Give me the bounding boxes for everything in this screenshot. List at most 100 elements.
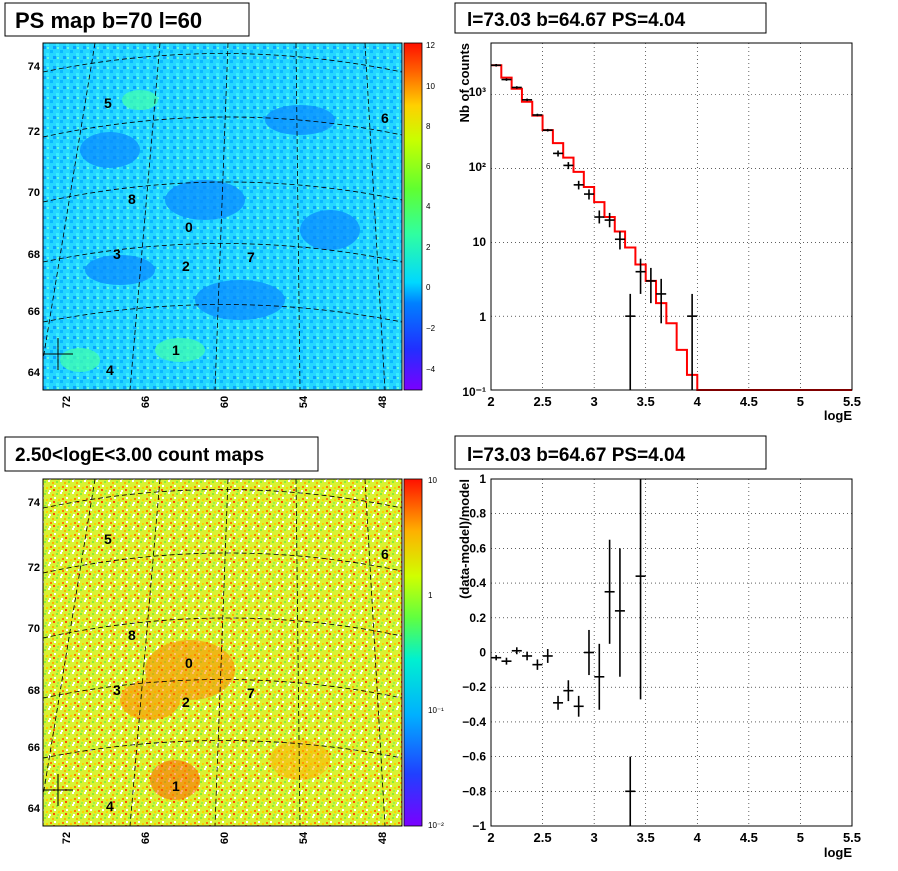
- spectrum-data-point: [583, 189, 594, 200]
- spectrum-grid: [490, 43, 853, 391]
- residual-xlabel: logE: [824, 845, 852, 860]
- spectrum-y-tick: 10²: [469, 160, 486, 174]
- residual-y-tick: −1: [472, 819, 486, 833]
- residual-y-tick: 0: [479, 646, 486, 660]
- ps-colorbar-tick: 4: [426, 202, 431, 211]
- ps-map-frame: [42, 42, 403, 391]
- spectrum-panel: l=73.03 b=64.67 PS=4.04 2 2.5 3 3.5 4 4.5 5 5.5…: [454, 2, 861, 423]
- residual-data-point: [511, 647, 522, 655]
- ps-source-label-2: 2: [182, 258, 190, 274]
- ps-map-panel: 0 1 2 3 4 5 6 7 8 74 72 70 68 66 64 72 6…: [4, 2, 436, 408]
- ps-x-tick-54: 54: [298, 395, 310, 408]
- count-map-title: 2.50<logE<3.00 count maps: [15, 445, 264, 466]
- residual-x-tick: 2: [487, 830, 494, 845]
- residual-data-point: [635, 479, 646, 700]
- residual-panel: l=73.03 b=64.67 PS=4.04 2 2.5 3 3.5 4 4.5 5 5.5…: [454, 435, 861, 860]
- residual-y-tick: 0.2: [469, 611, 486, 625]
- spectrum-data-point: [501, 78, 512, 81]
- ps-colorbar-tick: 12: [426, 41, 435, 50]
- ps-x-tick-60: 60: [219, 396, 231, 408]
- count-y-tick-72: 72: [28, 562, 40, 574]
- ps-source-label-3: 3: [113, 246, 121, 262]
- ps-source-label-5: 5: [104, 95, 112, 111]
- count-source-label-0: 0: [185, 655, 193, 671]
- count-x-tick-60: 60: [219, 832, 231, 844]
- count-source-label-1: 1: [172, 778, 180, 794]
- residual-y-tick: −0.4: [462, 715, 486, 729]
- ps-colorbar-tick: 0: [426, 283, 431, 292]
- count-source-label-6: 6: [381, 546, 389, 562]
- ps-x-tick-48: 48: [377, 396, 389, 408]
- spectrum-data-point: [573, 180, 584, 190]
- spectrum-data-point: [522, 98, 533, 102]
- residual-x-tick: 2.5: [534, 830, 552, 845]
- count-x-tick-66: 66: [140, 832, 152, 844]
- spectrum-y-tick: 10³: [469, 85, 486, 99]
- spectrum-title: l=73.03 b=64.67 PS=4.04: [467, 10, 686, 31]
- spectrum-data-point: [594, 210, 605, 224]
- spectrum-data-point: [614, 231, 625, 250]
- residual-x-tick: 4.5: [740, 830, 758, 845]
- spectrum-data-point: [553, 150, 564, 157]
- residual-title-box: [454, 435, 767, 470]
- spectrum-data-point: [563, 162, 574, 170]
- ps-source-label-0: 0: [185, 219, 193, 235]
- count-map-grid: [42, 478, 403, 827]
- ps-source-label-6: 6: [381, 110, 389, 126]
- residual-y-tick: 0.4: [469, 576, 486, 590]
- count-source-label-3: 3: [113, 682, 121, 698]
- spectrum-data-point: [542, 128, 553, 132]
- spectrum-data-point: [511, 86, 522, 89]
- residual-data-point: [501, 657, 512, 665]
- count-y-tick-68: 68: [28, 685, 40, 697]
- ps-colorbar-tick: 6: [426, 162, 431, 171]
- ps-y-tick-74: 74: [28, 61, 41, 73]
- spectrum-model-line: [491, 64, 852, 391]
- residual-frame: [490, 478, 853, 827]
- residual-data-point: [583, 629, 594, 676]
- count-map-blobs: [120, 640, 330, 800]
- spectrum-x-tick: 2: [487, 394, 494, 409]
- spectrum-xlabel: logE: [824, 408, 852, 423]
- spectrum-x-tick: 5.5: [843, 394, 861, 409]
- ps-colorbar: [403, 42, 423, 391]
- spectrum-points: [491, 63, 698, 390]
- ps-colorbar-tick: 8: [426, 122, 431, 131]
- residual-data-point: [553, 695, 564, 710]
- ps-source-label-1: 1: [172, 342, 180, 358]
- residual-x-tick: 3.5: [637, 830, 655, 845]
- residual-x-tick: 5: [797, 830, 804, 845]
- spectrum-ylabel: Nb of counts: [457, 43, 472, 122]
- ps-y-tick-66: 66: [28, 306, 40, 318]
- count-x-tick-48: 48: [377, 832, 389, 844]
- residual-data-point: [625, 756, 636, 826]
- spectrum-frame: [490, 42, 853, 391]
- count-source-label-2: 2: [182, 694, 190, 710]
- spectrum-data-point: [625, 293, 636, 390]
- count-colorbar-tick: 10⁻¹: [428, 706, 444, 715]
- ps-map-title: PS map b=70 l=60: [15, 8, 202, 33]
- spectrum-x-tick: 5: [797, 394, 804, 409]
- count-y-tick-66: 66: [28, 742, 40, 754]
- count-y-tick-70: 70: [28, 623, 40, 635]
- ps-source-label-7: 7: [247, 249, 255, 265]
- ps-map-title-box: [4, 2, 250, 37]
- residual-grid: [490, 478, 853, 827]
- spectrum-x-tick: 2.5: [534, 394, 552, 409]
- residual-x-tick: 5.5: [843, 830, 861, 845]
- spectrum-x-tick: 3: [591, 394, 598, 409]
- residual-ylabel: (data-model)/model: [457, 479, 472, 599]
- count-map-frame: [42, 478, 403, 827]
- residual-data-point: [491, 655, 502, 661]
- residual-title: l=73.03 b=64.67 PS=4.04: [467, 445, 686, 466]
- count-source-label-8: 8: [128, 627, 136, 643]
- ps-map-grid: [42, 42, 403, 391]
- count-y-tick-74: 74: [28, 497, 41, 509]
- spectrum-y-tick: 10: [473, 235, 487, 249]
- ps-y-tick-70: 70: [28, 187, 40, 199]
- residual-x-ticks: 2 2.5 3 3.5 4 4.5 5 5.5: [487, 830, 861, 845]
- count-map-panel: 0 1 2 3 4 5 6 7 8 74 72 70 68 66 64 72 6…: [4, 436, 444, 844]
- spectrum-x-tick: 4.5: [740, 394, 758, 409]
- spectrum-x-ticks: 2 2.5 3 3.5 4 4.5 5 5.5: [487, 394, 861, 409]
- spectrum-y-tick: 1: [479, 310, 486, 324]
